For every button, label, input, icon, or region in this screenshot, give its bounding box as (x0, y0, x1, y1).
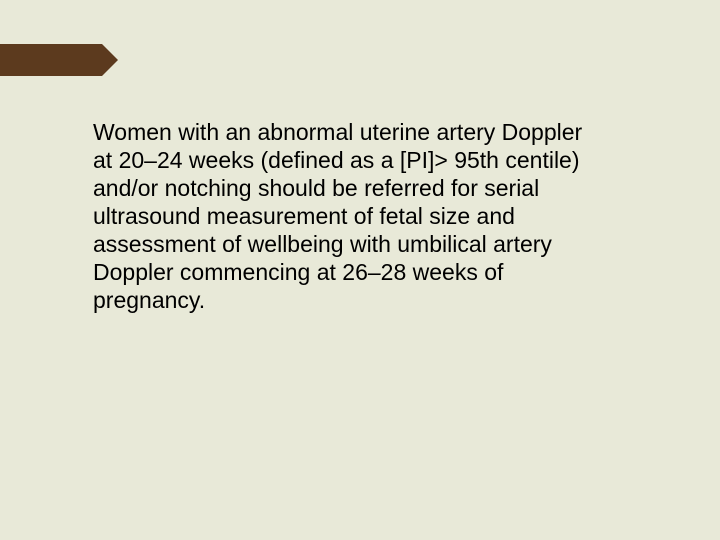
accent-bar (0, 44, 102, 76)
body-text: Women with an abnormal uterine artery Do… (93, 118, 593, 314)
accent-chevron-icon (102, 44, 118, 76)
slide: Women with an abnormal uterine artery Do… (0, 0, 720, 540)
